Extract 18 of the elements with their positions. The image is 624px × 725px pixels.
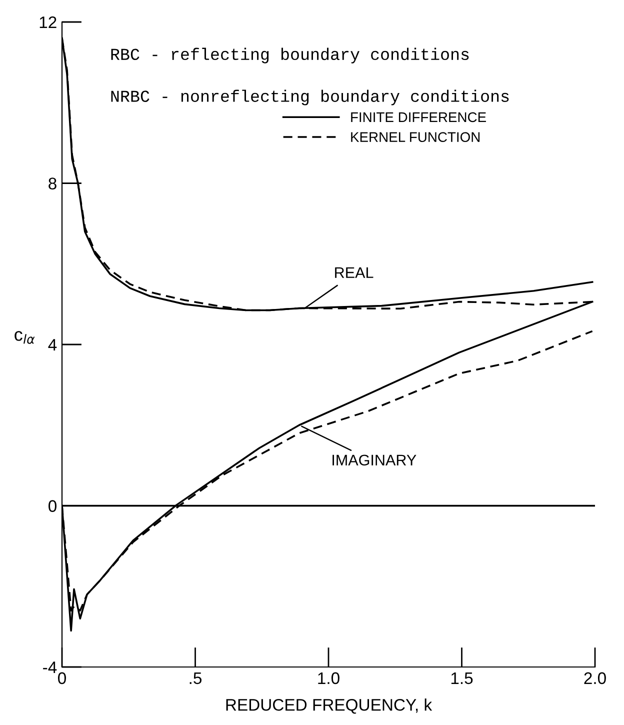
x-tick-label: 1.0 xyxy=(318,672,340,684)
y-tick-label: -4 xyxy=(43,662,57,674)
annotation: IMAGINARY xyxy=(332,454,416,466)
x-tick-label: 1.5 xyxy=(451,672,473,684)
x-tick-label: 2.0 xyxy=(584,672,606,684)
annotation: NRBC - nonreflecting boundary conditions xyxy=(111,90,509,106)
y-tick-label: 4 xyxy=(48,339,57,351)
x-tick-label: .5 xyxy=(190,672,202,684)
annotation: REAL xyxy=(335,267,374,278)
legend-label: KERNEL FUNCTION xyxy=(351,132,480,142)
y-tick-label: 0 xyxy=(48,500,56,512)
y-axis-title: c$_{lα}$ xyxy=(14,331,35,344)
y-tick-label: 12 xyxy=(40,16,56,28)
annotation: RBC - reflecting boundary conditions xyxy=(111,48,469,64)
y-tick-label: 8 xyxy=(48,178,56,190)
legend-label: FINITE DIFFERENCE xyxy=(351,112,486,122)
x-tick-label: 0 xyxy=(58,672,66,684)
x-axis-title: REDUCED FREQUENCY, k xyxy=(226,698,432,714)
